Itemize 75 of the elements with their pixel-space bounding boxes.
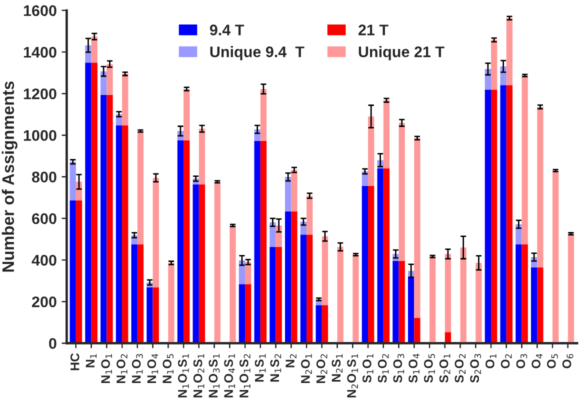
x-tick-label: N$_{1}$O$_{5}$ bbox=[162, 354, 174, 383]
bar bbox=[537, 106, 544, 268]
bar bbox=[430, 256, 436, 344]
x-tick-label: N$_{1}$O$_{4}$S$_{1}$ bbox=[224, 354, 235, 398]
x-tick-label: O$_{1}$ bbox=[485, 354, 496, 368]
y-tick-label: 400 bbox=[32, 254, 56, 266]
x-tick-label: N$_{2}$O$_{1}$ bbox=[301, 354, 312, 383]
y-tick-label: 1400 bbox=[24, 46, 56, 58]
x-tick-label: S$_{2}$O$_{2}$ bbox=[454, 354, 466, 383]
bar bbox=[184, 89, 190, 140]
bar bbox=[476, 262, 482, 344]
bar bbox=[368, 116, 374, 186]
legend-label: Unique 9.4 T bbox=[210, 46, 304, 60]
y-axis-title: Number of Assignments bbox=[2, 81, 18, 272]
y-tick-label: 1600 bbox=[24, 5, 56, 16]
bar bbox=[214, 182, 220, 344]
x-tick-label: N$_{2}$ bbox=[286, 354, 296, 368]
bar bbox=[383, 100, 390, 168]
bar bbox=[168, 262, 174, 344]
x-tick-label: N$_{1}$ bbox=[86, 354, 97, 368]
legend-label: 21 T bbox=[358, 24, 388, 36]
x-tick-label: N$_{1}$O$_{3}$S$_{1}$ bbox=[208, 354, 220, 398]
bar bbox=[506, 18, 513, 86]
bar bbox=[306, 196, 313, 235]
y-tick-label: 0 bbox=[49, 338, 56, 349]
x-tick-label: O$_{2}$ bbox=[500, 354, 512, 368]
x-tick-label: N$_{2}$S$_{1}$ bbox=[332, 354, 343, 382]
bar bbox=[522, 76, 528, 244]
x-tick-label: S$_{1}$O$_{5}$ bbox=[424, 354, 435, 383]
bar bbox=[122, 74, 128, 126]
bar bbox=[491, 40, 498, 90]
x-tick-label: O$_{5}$ bbox=[546, 354, 558, 368]
bar bbox=[398, 122, 405, 262]
bar bbox=[352, 254, 359, 344]
x-tick-label: O$_{3}$ bbox=[516, 354, 528, 368]
x-tick-label: S$_{1}$O$_{3}$ bbox=[393, 354, 404, 383]
x-tick-label: N$_{1}$S$_{2}$ bbox=[270, 354, 282, 382]
x-tick-label: S$_{1}$O$_{2}$ bbox=[378, 354, 389, 383]
x-tick-label: N$_{1}$O$_{1}$S$_{2}$ bbox=[240, 354, 250, 398]
x-tick-label: N$_{1}$O$_{2}$S$_{1}$ bbox=[193, 354, 204, 398]
bar bbox=[152, 178, 159, 288]
x-tick-label: S$_{1}$O$_{1}$ bbox=[362, 354, 374, 383]
bar bbox=[552, 170, 559, 344]
bar bbox=[230, 225, 236, 344]
x-tick-label: S$_{2}$O$_{3}$ bbox=[470, 354, 482, 383]
y-tick-label: 200 bbox=[32, 296, 56, 308]
legend-label: Unique 21 T bbox=[358, 46, 444, 60]
x-tick-label: N$_{2}$O$_{1}$S$_{1}$ bbox=[347, 354, 358, 398]
x-tick-label: S$_{1}$O$_{4}$ bbox=[408, 354, 420, 383]
bar bbox=[198, 128, 206, 184]
bar bbox=[337, 246, 344, 344]
y-tick-label: 800 bbox=[32, 172, 56, 182]
x-tick-label: N$_{1}$O$_{3}$ bbox=[132, 354, 143, 383]
bar bbox=[414, 138, 420, 318]
x-tick-label: N$_{1}$O$_{4}$ bbox=[147, 354, 158, 383]
y-tick-label: 1200 bbox=[24, 88, 56, 100]
bar bbox=[444, 254, 452, 332]
x-tick-label: N$_{1}$O$_{1}$ bbox=[101, 354, 112, 383]
x-tick-label: O$_{4}$ bbox=[532, 354, 542, 368]
y-tick-label: 1000 bbox=[24, 130, 56, 141]
x-tick-label: N$_{1}$O$_{1}$S$_{1}$ bbox=[178, 354, 189, 398]
y-tick-label: 600 bbox=[32, 213, 56, 224]
bar bbox=[137, 131, 144, 244]
x-tick-label: HC bbox=[70, 353, 80, 370]
x-tick-label: O$_{6}$ bbox=[562, 354, 574, 368]
x-tick-label: S$_{2}$O$_{1}$ bbox=[439, 354, 450, 383]
x-tick-label: N$_{2}$O$_{2}$ bbox=[316, 354, 328, 383]
legend-label: 9.4 T bbox=[210, 24, 244, 36]
bar bbox=[322, 236, 328, 306]
x-tick-label: N$_{1}$O$_{2}$ bbox=[116, 354, 128, 383]
bar bbox=[70, 162, 76, 201]
bar bbox=[568, 234, 574, 344]
x-tick-label: N$_{1}$S$_{1}$ bbox=[254, 354, 266, 382]
bar bbox=[260, 89, 267, 141]
bar bbox=[460, 248, 466, 344]
